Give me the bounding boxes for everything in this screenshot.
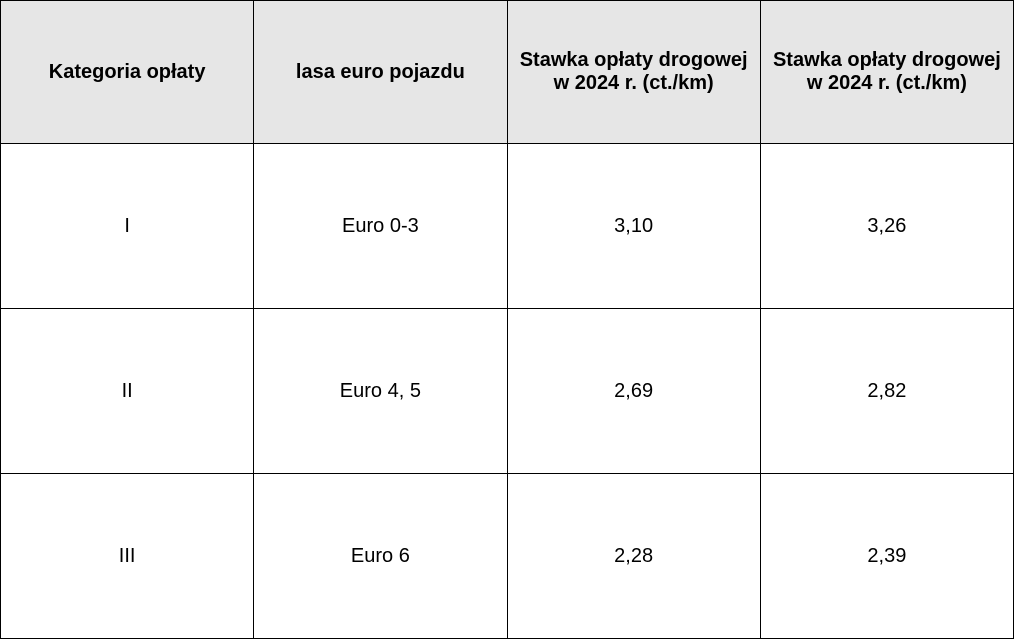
col-header-category: Kategoria opłaty [1, 1, 254, 144]
cell-rate-b: 2,82 [760, 309, 1013, 474]
cell-rate-a: 2,69 [507, 309, 760, 474]
col-header-rate-2024-a: Stawka opłaty drogowej w 2024 r. (ct./km… [507, 1, 760, 144]
cell-category: III [1, 474, 254, 639]
cell-rate-b: 2,39 [760, 474, 1013, 639]
col-header-rate-2024-b: Stawka opłaty drogowej w 2024 r. (ct./km… [760, 1, 1013, 144]
toll-rates-table: Kategoria opłaty lasa euro pojazdu Stawk… [0, 0, 1014, 639]
table-header-row: Kategoria opłaty lasa euro pojazdu Stawk… [1, 1, 1014, 144]
table-row: II Euro 4, 5 2,69 2,82 [1, 309, 1014, 474]
table-row: I Euro 0-3 3,10 3,26 [1, 144, 1014, 309]
cell-euro-class: Euro 0-3 [254, 144, 507, 309]
cell-rate-b: 3,26 [760, 144, 1013, 309]
cell-category: I [1, 144, 254, 309]
col-header-euro-class: lasa euro pojazdu [254, 1, 507, 144]
cell-euro-class: Euro 4, 5 [254, 309, 507, 474]
cell-rate-a: 2,28 [507, 474, 760, 639]
cell-euro-class: Euro 6 [254, 474, 507, 639]
table-row: III Euro 6 2,28 2,39 [1, 474, 1014, 639]
cell-category: II [1, 309, 254, 474]
cell-rate-a: 3,10 [507, 144, 760, 309]
